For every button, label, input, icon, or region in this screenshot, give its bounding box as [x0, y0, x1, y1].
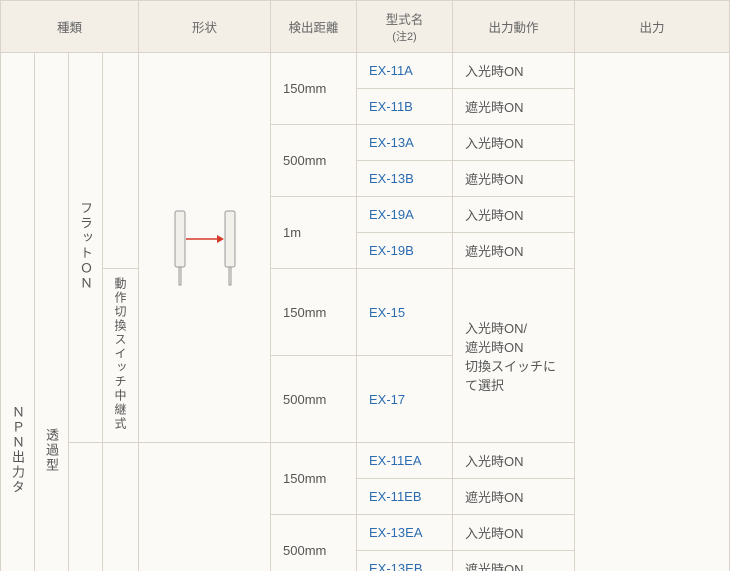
model-ex11a[interactable]: EX-11A — [357, 53, 453, 89]
model-ex19a[interactable]: EX-19A — [357, 197, 453, 233]
model-ex13eb[interactable]: EX-13EB — [357, 551, 453, 571]
header-model: 型式名 (注2) — [357, 1, 453, 53]
op-switchable: 入光時ON/ 遮光時ON 切換スイッチにて選択 — [453, 269, 575, 443]
header-model-label: 型式名 — [363, 9, 446, 28]
op-light-5: 入光時ON — [453, 515, 575, 551]
cat-switch-relay: 動作切換スイッチ中継式 — [103, 269, 139, 443]
model-ex19b[interactable]: EX-19B — [357, 233, 453, 269]
model-ex13a[interactable]: EX-13A — [357, 125, 453, 161]
op-dark-2: 遮光時ON — [453, 161, 575, 197]
shape-side-sensor — [139, 443, 271, 571]
dist-150-2: 150mm — [271, 269, 357, 356]
op-dark-5: 遮光時ON — [453, 551, 575, 571]
op-light-1: 入光時ON — [453, 53, 575, 89]
output-cell: NPNトランジスタ オープンコレクタ — [575, 53, 730, 571]
header-distance: 検出距離 — [271, 1, 357, 53]
header-output: 出力 — [575, 1, 730, 53]
dist-150-3: 150mm — [271, 443, 357, 515]
model-ex17[interactable]: EX-17 — [357, 356, 453, 443]
model-ex11b[interactable]: EX-11B — [357, 89, 453, 125]
cat-transmissive: 透過型 — [35, 53, 69, 571]
flat-sensor-icon — [160, 193, 250, 303]
header-output-op: 出力動作 — [453, 1, 575, 53]
model-ex11eb[interactable]: EX-11EB — [357, 479, 453, 515]
model-ex13b[interactable]: EX-13B — [357, 161, 453, 197]
model-ex13ea[interactable]: EX-13EA — [357, 515, 453, 551]
dist-500-2: 500mm — [271, 356, 357, 443]
op-dark-4: 遮光時ON — [453, 479, 575, 515]
header-shape: 形状 — [139, 1, 271, 53]
op-dark-3: 遮光時ON — [453, 233, 575, 269]
op-dark-1: 遮光時ON — [453, 89, 575, 125]
header-kind: 種類 — [1, 1, 139, 53]
op-light-4: 入光時ON — [453, 443, 575, 479]
cat-side: サイド — [69, 443, 103, 571]
sensor-spec-table: 種類 形状 検出距離 型式名 (注2) 出力動作 出力 ＮＰＮ出力タ 透過型 フ… — [0, 0, 730, 571]
dist-150-1: 150mm — [271, 53, 357, 125]
op-light-3: 入光時ON — [453, 197, 575, 233]
cat-flat-blank — [103, 53, 139, 269]
model-ex11ea[interactable]: EX-11EA — [357, 443, 453, 479]
dist-500-3: 500mm — [271, 515, 357, 571]
cat-flat-on: フラットＯＮ — [69, 53, 103, 443]
cat-npn: ＮＰＮ出力タ — [1, 53, 35, 571]
model-ex15[interactable]: EX-15 — [357, 269, 453, 356]
op-light-2: 入光時ON — [453, 125, 575, 161]
shape-flat-sensor — [139, 53, 271, 443]
dist-1m-1: 1m — [271, 197, 357, 269]
header-model-note: (注2) — [363, 28, 446, 44]
dist-500-1: 500mm — [271, 125, 357, 197]
cat-side-blank — [103, 443, 139, 571]
